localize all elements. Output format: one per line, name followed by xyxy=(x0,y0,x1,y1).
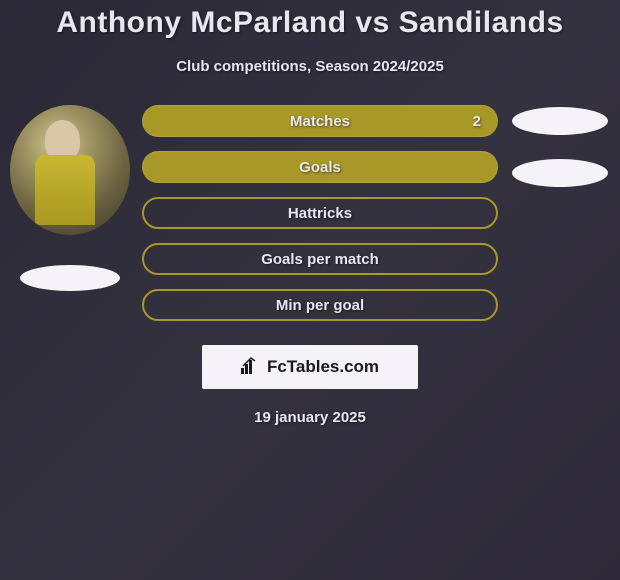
comparison-card: Anthony McParland vs Sandilands Club com… xyxy=(0,0,620,580)
placeholder-ellipse-left xyxy=(20,265,120,291)
placeholder-ellipse-right-2 xyxy=(512,159,608,187)
placeholder-ellipse-right-1 xyxy=(512,107,608,135)
page-title: Anthony McParland vs Sandilands xyxy=(56,6,563,40)
brand-logo[interactable]: FcTables.com xyxy=(202,345,418,389)
stat-label: Goals per match xyxy=(261,251,379,268)
stat-bar-matches: Matches 2 xyxy=(142,105,498,137)
brand-name: FcTables.com xyxy=(267,357,379,377)
stat-bar-goals-per-match: Goals per match xyxy=(142,243,498,275)
chart-icon xyxy=(241,356,263,379)
stat-bar-goals: Goals xyxy=(142,151,498,183)
stat-label: Matches xyxy=(290,113,350,130)
stat-label: Hattricks xyxy=(288,205,352,222)
stat-bar-hattricks: Hattricks xyxy=(142,197,498,229)
player-avatar xyxy=(10,105,130,235)
player-left-column xyxy=(0,105,140,291)
date-label: 19 january 2025 xyxy=(254,409,366,426)
stat-label: Min per goal xyxy=(276,297,364,314)
stat-bars: Matches 2 Goals Hattricks Goals per matc… xyxy=(140,105,500,321)
stat-label: Goals xyxy=(299,159,341,176)
player-right-column xyxy=(500,105,620,187)
subtitle: Club competitions, Season 2024/2025 xyxy=(176,58,444,75)
stat-value: 2 xyxy=(473,113,481,130)
content-row: Matches 2 Goals Hattricks Goals per matc… xyxy=(0,105,620,321)
stat-bar-min-per-goal: Min per goal xyxy=(142,289,498,321)
